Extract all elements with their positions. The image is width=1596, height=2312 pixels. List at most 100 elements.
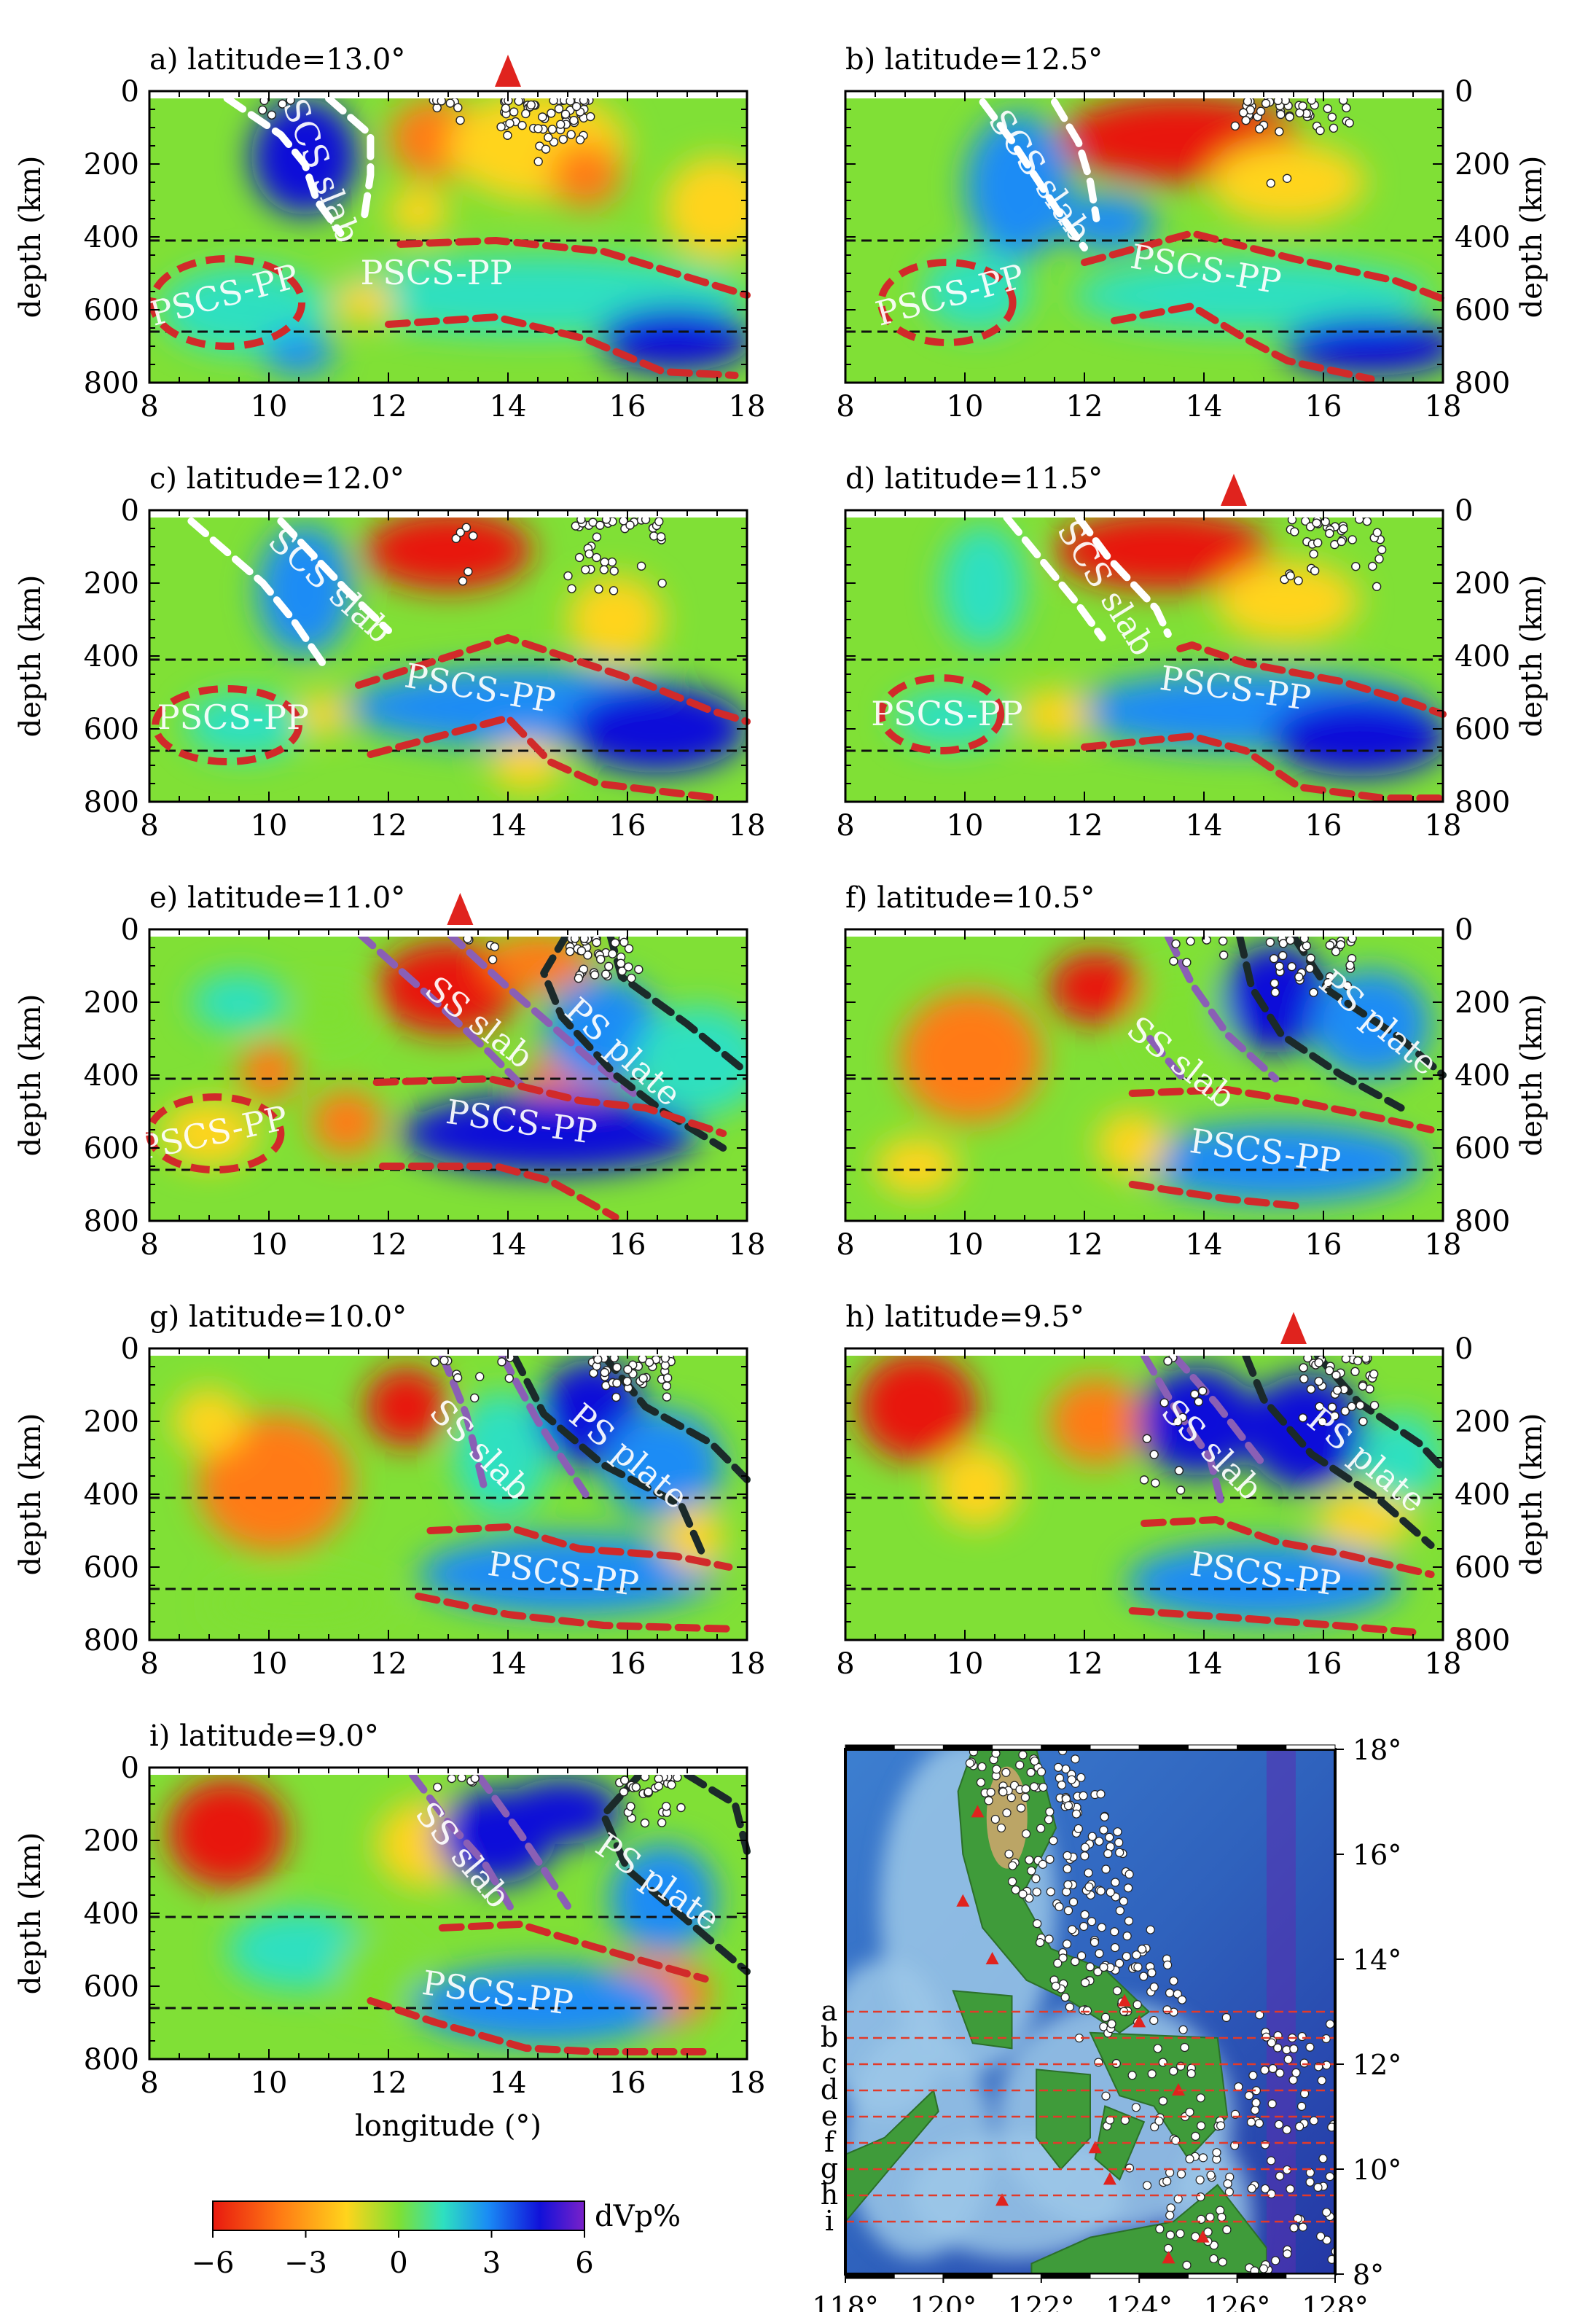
earthquake xyxy=(1124,1870,1134,1879)
y-tick-label: 600 xyxy=(1455,713,1510,746)
anomaly-blob xyxy=(335,1935,418,2008)
x-tick-label: 12 xyxy=(1066,809,1103,843)
anomaly-blob xyxy=(292,988,365,1039)
earthquake xyxy=(1283,2055,1293,2064)
panel-title: i) latitude=9.0° xyxy=(149,1719,379,1753)
earthquake xyxy=(610,938,620,948)
earthquake xyxy=(1082,2006,1092,2015)
earthquake xyxy=(1327,2122,1335,2132)
earthquake-dots xyxy=(430,1353,676,1403)
earthquake xyxy=(661,1801,671,1811)
map-lon-label: 124° xyxy=(1106,2291,1173,2312)
colorbar-tick-label: −3 xyxy=(284,2246,327,2280)
earthquake xyxy=(965,1758,974,1768)
x-tick-label: 12 xyxy=(1066,1228,1103,1262)
earthquake xyxy=(585,112,595,122)
panel-title: c) latitude=12.0° xyxy=(149,462,404,496)
earthquake xyxy=(433,1782,442,1792)
anomaly-blob xyxy=(454,1392,550,1516)
earthquake xyxy=(1254,124,1264,134)
earthquake xyxy=(1327,1402,1337,1412)
earthquake xyxy=(1298,2222,1307,2232)
outline-dashed xyxy=(1128,1181,1304,1210)
earthquake xyxy=(1275,2171,1285,2181)
earthquake xyxy=(1377,545,1387,555)
earthquake xyxy=(1285,112,1294,122)
earthquake xyxy=(1114,1838,1124,1848)
anomaly-blob xyxy=(1018,689,1091,740)
map-frame-top xyxy=(893,1744,944,1750)
earthquake xyxy=(1036,1824,1046,1833)
anomaly-blob xyxy=(412,1964,676,2045)
earthquake xyxy=(1282,173,1292,183)
y-tick-label: 600 xyxy=(1455,294,1510,327)
colorbar-label: dVp% xyxy=(595,2200,681,2233)
earthquake xyxy=(1180,2042,1189,2053)
earthquake xyxy=(1185,2107,1194,2117)
earthquake-dots xyxy=(433,1772,686,1828)
y-tick-label: 400 xyxy=(1455,640,1510,673)
earthquake xyxy=(1267,2156,1276,2165)
earthquake xyxy=(1062,1940,1072,1949)
earthquake xyxy=(547,109,556,118)
earthquake xyxy=(509,107,519,117)
y-tick-label: 200 xyxy=(84,986,139,1020)
earthquake xyxy=(469,531,478,541)
earthquake xyxy=(595,520,605,530)
earthquake xyxy=(1286,571,1295,581)
volcano-icon xyxy=(495,55,521,87)
earthquake xyxy=(445,98,455,108)
y-tick-label: 200 xyxy=(1455,986,1510,1020)
map-frame-top xyxy=(1041,1744,1091,1750)
earthquake xyxy=(455,528,465,537)
earthquake xyxy=(1369,1369,1379,1379)
volcano-icon xyxy=(1280,1312,1307,1344)
earthquake xyxy=(984,1796,993,1805)
earthquake xyxy=(1223,2179,1232,2189)
earthquake xyxy=(1347,1402,1357,1411)
earthquake xyxy=(1099,1962,1108,1972)
earthquake xyxy=(1055,1902,1064,1912)
earthquake xyxy=(1286,935,1295,945)
earthquake xyxy=(627,973,636,983)
earthquake xyxy=(1182,958,1192,967)
earthquake xyxy=(1101,2091,1111,2101)
outline-dashed xyxy=(1176,641,1447,718)
earthquake xyxy=(1149,1450,1159,1459)
outline-dashed xyxy=(474,1771,571,1910)
structure-label: PSCS-PP xyxy=(157,698,309,737)
earthquake xyxy=(996,1823,1006,1833)
earthquake xyxy=(1362,516,1372,526)
earthquake xyxy=(455,115,465,125)
y-tick-label: 0 xyxy=(1455,1332,1473,1366)
earthquake xyxy=(616,958,626,968)
earthquake xyxy=(576,946,587,956)
depth-axis-label: depth (km) xyxy=(14,575,47,738)
earthquake xyxy=(1036,1767,1047,1776)
y-tick-label: 0 xyxy=(1455,494,1473,528)
outline-dashed xyxy=(1290,933,1447,1079)
earthquake xyxy=(1314,1358,1323,1367)
earthquake xyxy=(977,1762,987,1772)
earthquake xyxy=(1294,972,1304,982)
earthquake xyxy=(1067,1775,1076,1784)
anomaly-blobs xyxy=(893,518,1443,776)
earthquake xyxy=(571,101,582,112)
earthquake xyxy=(554,104,564,114)
earthquake xyxy=(1038,1782,1048,1792)
earthquake xyxy=(1412,2245,1420,2253)
earthquake xyxy=(623,1364,633,1375)
earthquake xyxy=(1318,2154,1328,2163)
x-tick-label: 14 xyxy=(490,1228,527,1262)
earthquake xyxy=(1110,1927,1119,1937)
earthquake xyxy=(1165,1988,1175,1998)
earthquake xyxy=(533,157,543,166)
x-tick-label: 18 xyxy=(1425,390,1462,423)
earthquake xyxy=(1195,2175,1205,2184)
outline-dashed xyxy=(979,98,1088,251)
earthquake xyxy=(1114,1958,1124,1968)
earthquake xyxy=(1177,1995,1187,2004)
map-frame-top xyxy=(845,1744,895,1750)
